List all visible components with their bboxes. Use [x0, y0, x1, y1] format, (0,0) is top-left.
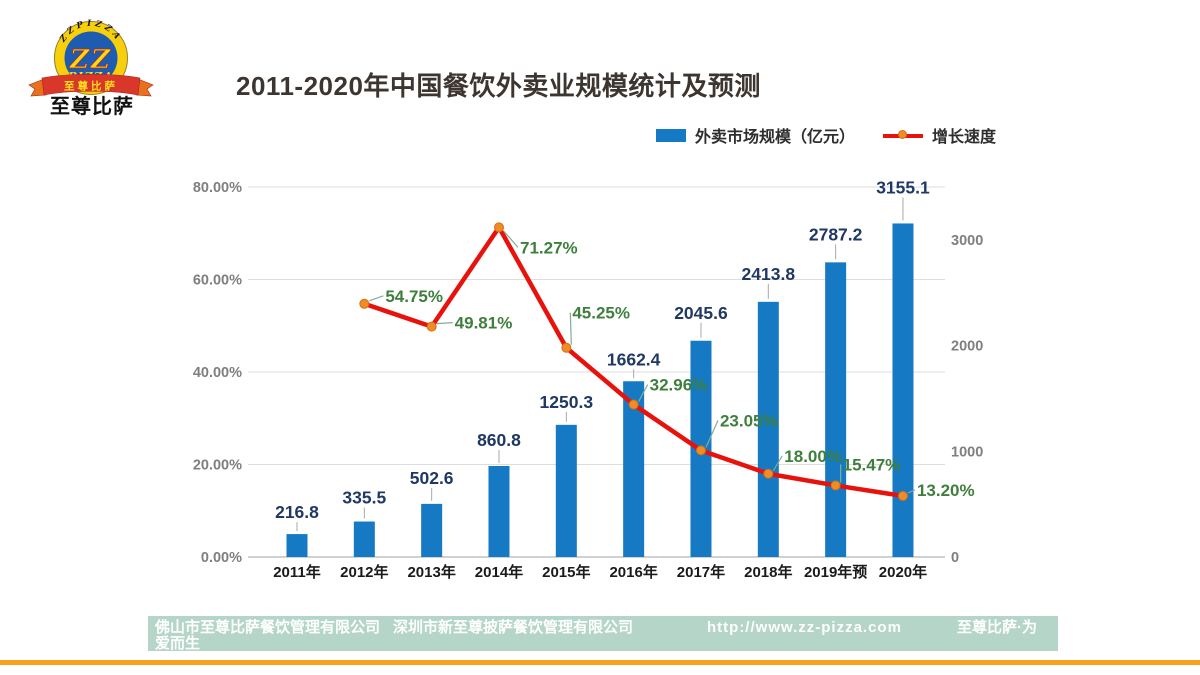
bar-value-label: 2787.2 [809, 224, 863, 244]
growth-value-label: 15.47% [843, 455, 901, 474]
bar [421, 503, 443, 557]
x-axis-label: 2016年 [609, 563, 657, 581]
legend-item-market-size: 外卖市场规模（亿元） [656, 123, 855, 147]
growth-value-label: 13.20% [917, 481, 975, 500]
growth-label-leader [638, 384, 649, 402]
growth-point [897, 490, 908, 501]
bar [555, 424, 577, 557]
chart-legend: 外卖市场规模（亿元） 增长速度 [656, 123, 996, 147]
logo-ribbon [41, 73, 141, 96]
growth-point [830, 480, 841, 491]
logo-monogram: ZZ [69, 45, 112, 75]
right-axis-tick-label: 0 [951, 550, 959, 566]
x-axis-label: 2017年 [677, 563, 725, 581]
bar [892, 223, 914, 557]
footer-company-1: 佛山市至尊比萨餐饮管理有限公司 爱而生 [155, 620, 380, 652]
growth-label-leader [369, 295, 384, 302]
bar [825, 262, 847, 557]
right-axis-tick-label: 3000 [951, 233, 983, 249]
bar [353, 521, 375, 557]
left-axis-tick-label: 80.00% [193, 180, 242, 196]
right-axis-tick-label: 2000 [951, 339, 983, 355]
legend-label-growth-rate: 增长速度 [932, 129, 997, 146]
footer-slogan: 至尊比萨·为 [957, 619, 1037, 636]
x-axis-label: 2018年 [744, 563, 792, 581]
x-axis-label: 2015年 [542, 563, 590, 581]
left-axis-tick-label: 20.00% [193, 458, 242, 474]
x-axis-label: 2011年 [273, 563, 321, 581]
footer-website-url: http://www.zz-pizza.com [707, 619, 902, 636]
legend-item-growth-rate: 增长速度 [883, 123, 996, 147]
x-axis-label: 2020年 [879, 563, 927, 581]
bar-value-label: 335.5 [342, 488, 386, 508]
growth-point [493, 222, 504, 233]
growth-point [359, 298, 370, 309]
footer-bar: 佛山市至尊比萨餐饮管理有限公司 爱而生 深圳市新至尊披萨餐饮管理有限公司 htt… [148, 616, 1058, 652]
bar-value-label: 3155.1 [876, 177, 930, 197]
x-axis-label: 2014年 [475, 563, 523, 581]
bar [488, 466, 510, 557]
left-axis-tick-label: 0.00% [201, 550, 242, 566]
footer-orange-rule [0, 660, 1200, 665]
growth-label-leader [907, 489, 916, 494]
growth-point [426, 321, 437, 332]
zz-pizza-logo: ZZPIZZA ZZ PIZZA 至尊比萨 [28, 19, 154, 97]
bar [623, 381, 645, 557]
legend-label-market-size: 外卖市场规模（亿元） [695, 129, 856, 146]
bar-value-label: 216.8 [275, 502, 319, 522]
growth-value-label: 49.81% [455, 314, 513, 333]
page-title: 2011-2020年中国餐饮外卖业规模统计及预测 [236, 71, 761, 101]
growth-value-label: 45.25% [572, 304, 630, 323]
bar [286, 534, 308, 557]
growth-value-label: 71.27% [520, 238, 578, 257]
growth-label-leader [772, 455, 783, 472]
growth-point [695, 445, 706, 456]
x-axis-label: 2012年 [340, 563, 388, 581]
logo-wordmark: 至尊比萨 [50, 96, 134, 118]
bar-value-label: 2413.8 [742, 264, 796, 284]
line-marker-dot [898, 129, 908, 139]
growth-value-label: 23.05% [720, 411, 778, 430]
bar-value-label: 502.6 [410, 468, 454, 488]
growth-label-leader [503, 230, 519, 248]
growth-point [628, 399, 639, 410]
footer-company-2: 深圳市新至尊披萨餐饮管理有限公司 [393, 619, 634, 636]
x-axis-label: 2019年预 [804, 563, 867, 581]
x-axis-label: 2013年 [407, 563, 455, 581]
left-axis-tick-label: 40.00% [193, 365, 242, 381]
growth-value-label: 54.75% [385, 287, 443, 306]
footer-company-1-line1: 佛山市至尊比萨餐饮管理有限公司 [155, 619, 381, 636]
growth-point [763, 468, 774, 479]
growth-value-label: 18.00% [784, 447, 842, 466]
line-series-marker-icon [883, 129, 924, 142]
right-axis-tick-label: 1000 [951, 444, 983, 460]
growth-label-leader [436, 322, 453, 325]
bar-value-label: 1250.3 [540, 392, 594, 412]
logo-ribbon-text: 至尊比萨 [64, 80, 118, 93]
bar-value-label: 1662.4 [607, 349, 661, 369]
growth-label-leader [705, 420, 719, 448]
logo-inner-circle [64, 31, 118, 85]
growth-point [561, 342, 572, 353]
left-axis-tick-label: 60.00% [193, 273, 242, 289]
growth-value-label: 32.96% [650, 376, 708, 395]
footer-company-1-line2: 爱而生 [155, 635, 201, 652]
bar-value-label: 2045.6 [674, 303, 728, 323]
chart-area: 0.00% 20.00% 40.00% 60.00% 80.00% 0 1000 2000 30… [193, 177, 983, 581]
bar-value-label: 860.8 [477, 430, 521, 450]
growth-label-leader [569, 312, 572, 345]
bar [757, 301, 779, 557]
bar-series-swatch-icon [656, 128, 686, 142]
